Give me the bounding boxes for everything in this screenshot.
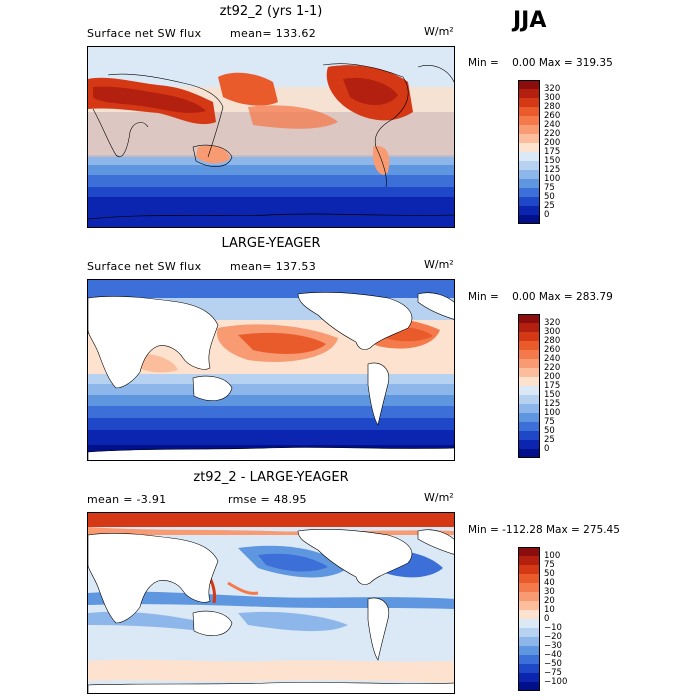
panel-2-title: LARGE-YEAGER <box>221 236 321 251</box>
panel-1-units: W/m² <box>424 25 454 38</box>
colorbar-label: 100 <box>544 408 561 418</box>
colorbar-label: 125 <box>544 165 561 175</box>
colorbar-label: 25 <box>544 201 555 211</box>
colorbar-label: 150 <box>544 156 561 166</box>
colorbar-label: 175 <box>544 147 561 157</box>
season-label: JJA <box>513 8 547 33</box>
colorbar-label: 320 <box>544 84 561 94</box>
colorbar-label: 300 <box>544 93 561 103</box>
colorbar-label: 0 <box>544 210 550 220</box>
panel-3-mean: mean = -3.91 <box>87 493 167 506</box>
colorbar-label: 50 <box>544 426 555 436</box>
colorbar-label: 200 <box>544 372 561 382</box>
panel-2-minmax: Min = 0.00 Max = 283.79 <box>468 291 613 303</box>
colorbar-label: 20 <box>544 596 555 606</box>
colorbar-label: 175 <box>544 381 561 391</box>
panel-1-stat: mean= 133.62 <box>230 27 316 40</box>
colorbar-label: 220 <box>544 129 561 139</box>
colorbar-label: 200 <box>544 138 561 148</box>
colorbar-frame <box>518 80 540 224</box>
colorbar-label: 50 <box>544 569 555 579</box>
panel-2-units: W/m² <box>424 258 454 271</box>
colorbar-label: −10 <box>544 623 562 633</box>
panel-3-rmse: rmse = 48.95 <box>228 493 307 506</box>
panel-1-map <box>87 46 455 228</box>
colorbar-label: 75 <box>544 417 555 427</box>
colorbar-label: 260 <box>544 345 561 355</box>
colorbar-label: 150 <box>544 390 561 400</box>
colorbar-label: 50 <box>544 192 555 202</box>
panel-3-minmax: Min = -112.28 Max = 275.45 <box>468 524 620 536</box>
colorbar-label: 240 <box>544 354 561 364</box>
panel-1-variable: Surface net SW flux <box>87 27 202 40</box>
colorbar-label: 280 <box>544 336 561 346</box>
colorbar-label: 0 <box>544 614 550 624</box>
colorbar-label: −50 <box>544 659 562 669</box>
panel-3-units: W/m² <box>424 491 454 504</box>
colorbar-label: 220 <box>544 363 561 373</box>
colorbar-label: 260 <box>544 111 561 121</box>
colorbar-label: −20 <box>544 632 562 642</box>
panel-1-title: zt92_2 (yrs 1-1) <box>219 4 323 19</box>
panel-3-title: zt92_2 - LARGE-YEAGER <box>193 470 349 485</box>
colorbar-frame <box>518 547 540 691</box>
panel-2-map <box>87 279 455 461</box>
colorbar-label: 0 <box>544 444 550 454</box>
colorbar-label: −100 <box>544 677 568 687</box>
colorbar-label: 320 <box>544 318 561 328</box>
colorbar-frame <box>518 314 540 458</box>
panel-1-minmax: Min = 0.00 Max = 319.35 <box>468 57 613 69</box>
colorbar-label: −40 <box>544 650 562 660</box>
colorbar-label: 100 <box>544 551 561 561</box>
colorbar-label: 10 <box>544 605 555 615</box>
colorbar-label: 25 <box>544 435 555 445</box>
panel-2-stat: mean= 137.53 <box>230 260 316 273</box>
colorbar-label: 100 <box>544 174 561 184</box>
colorbar-label: 75 <box>544 560 555 570</box>
panel-2-variable: Surface net SW flux <box>87 260 202 273</box>
colorbar-label: 125 <box>544 399 561 409</box>
panel-3-map <box>87 512 455 694</box>
colorbar-label: 240 <box>544 120 561 130</box>
colorbar-label: 75 <box>544 183 555 193</box>
colorbar-label: 30 <box>544 587 555 597</box>
colorbar-label: 40 <box>544 578 555 588</box>
colorbar-label: −75 <box>544 668 562 678</box>
colorbar-label: 280 <box>544 102 561 112</box>
colorbar-label: 300 <box>544 327 561 337</box>
colorbar-label: −30 <box>544 641 562 651</box>
